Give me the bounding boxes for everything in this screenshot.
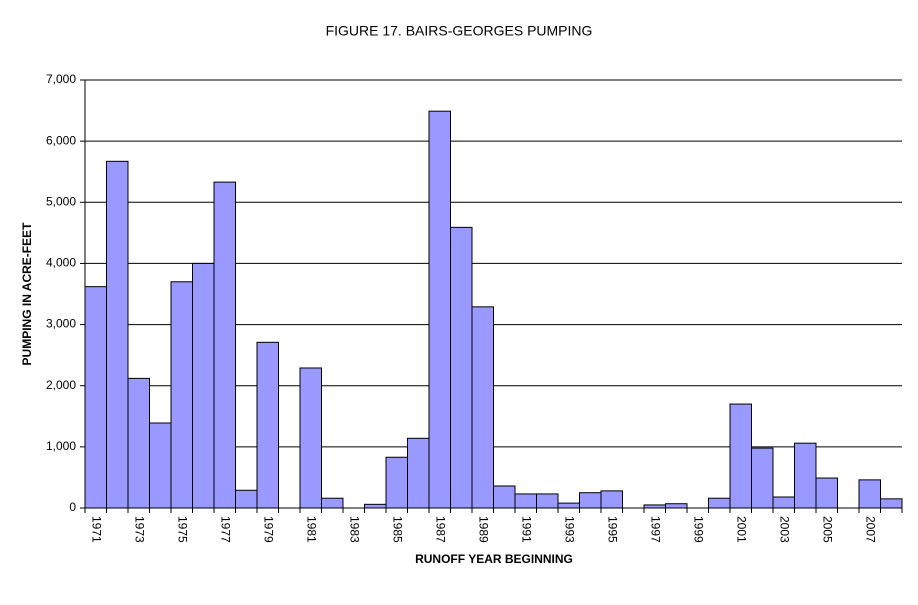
x-tick-label: 2003 (778, 516, 792, 543)
bar (665, 503, 688, 509)
bar (536, 493, 559, 509)
bar (428, 110, 451, 509)
bar (557, 502, 580, 509)
bar (106, 160, 129, 509)
x-tick-label: 1979 (262, 516, 276, 543)
chart-title: FIGURE 17. BAIRS-GEORGES PUMPING (326, 23, 593, 39)
x-tick-label: 1981 (305, 516, 319, 543)
x-tick-label: 1997 (649, 516, 663, 543)
bar (751, 447, 774, 509)
bar (493, 485, 516, 509)
x-tick-label: 1993 (563, 516, 577, 543)
y-tick-label: 5,000 (46, 194, 76, 208)
bar (385, 456, 408, 509)
y-tick-label: 1,000 (46, 439, 76, 453)
bar (514, 493, 537, 509)
bar (235, 489, 258, 509)
bar (858, 479, 881, 509)
x-tick-label: 1973 (133, 516, 147, 543)
x-tick-label: 2007 (864, 516, 878, 543)
bar (880, 498, 903, 509)
bar (84, 286, 107, 509)
bar (192, 262, 215, 509)
x-tick-label: 1983 (348, 516, 362, 543)
bar (729, 403, 752, 509)
y-tick-label: 2,000 (46, 378, 76, 392)
bar (321, 497, 344, 509)
bar (407, 437, 430, 509)
x-tick-label: 2005 (821, 516, 835, 543)
x-tick-label: 1991 (520, 516, 534, 543)
x-tick-label: 1977 (219, 516, 233, 543)
bar (772, 496, 795, 509)
y-tick-label: 4,000 (46, 256, 76, 270)
x-tick-label: 1995 (606, 516, 620, 543)
bar (579, 492, 602, 509)
y-tick-label: 7,000 (46, 72, 76, 86)
bar (600, 490, 623, 509)
x-tick-label: 1975 (176, 516, 190, 543)
bar (794, 442, 817, 509)
bar (299, 367, 322, 509)
x-tick-label: 1985 (391, 516, 405, 543)
bar (170, 281, 193, 509)
bar (127, 377, 150, 509)
x-tick-label: 1999 (692, 516, 706, 543)
bar (708, 497, 731, 509)
bar (213, 181, 236, 509)
x-tick-label: 1989 (477, 516, 491, 543)
y-tick-label: 3,000 (46, 317, 76, 331)
bar (256, 341, 279, 509)
y-axis-label: PUMPING IN ACRE-FEET (20, 222, 34, 366)
bar (450, 226, 473, 509)
x-tick-label: 1987 (434, 516, 448, 543)
x-axis-label: RUNOFF YEAR BEGINNING (415, 552, 573, 566)
y-tick-label: 0 (69, 500, 76, 514)
bar (149, 422, 172, 509)
bar (815, 477, 838, 509)
x-tick-label: 1971 (90, 516, 104, 543)
x-tick-label: 2001 (735, 516, 749, 543)
y-tick-label: 6,000 (46, 133, 76, 147)
bar (364, 503, 387, 509)
bar (471, 306, 494, 509)
